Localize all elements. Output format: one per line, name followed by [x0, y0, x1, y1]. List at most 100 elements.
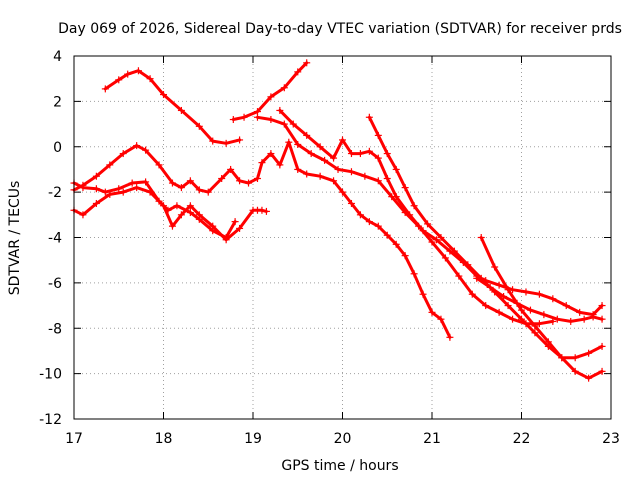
- data-point: [495, 281, 503, 289]
- y-tick-label: -2: [48, 185, 62, 201]
- data-point: [356, 211, 364, 219]
- series-trace-6: [276, 106, 606, 319]
- data-point: [518, 306, 525, 314]
- x-tick-label: 19: [244, 431, 262, 447]
- data-point: [168, 222, 176, 230]
- data-point: [598, 315, 606, 323]
- y-tick-label: -10: [39, 367, 62, 383]
- data-point: [495, 308, 503, 316]
- x-tick-label: 18: [155, 431, 173, 447]
- data-point: [316, 172, 324, 180]
- series-trace-5: [70, 184, 270, 244]
- x-tick-label: 23: [602, 431, 620, 447]
- data-point: [173, 202, 181, 210]
- data-point: [115, 76, 123, 84]
- series-line: [72, 186, 268, 242]
- x-tick-label: 22: [513, 431, 531, 447]
- y-tick-label: 4: [53, 49, 62, 65]
- y-tick-labels: 4 2 0 -2 -4 -6 -8 -10 -12: [39, 49, 62, 428]
- data-point: [473, 274, 481, 282]
- data-point: [424, 220, 432, 228]
- data-point: [240, 113, 248, 121]
- data-point: [276, 161, 284, 169]
- data-point: [195, 122, 203, 130]
- data-point: [330, 154, 338, 162]
- data-point: [303, 59, 311, 67]
- grid: [74, 56, 611, 419]
- y-tick-label: -6: [48, 276, 62, 292]
- data-point: [101, 85, 109, 93]
- series-trace-1: [101, 67, 244, 147]
- data-point: [410, 202, 418, 210]
- data-point: [365, 147, 373, 155]
- data-point: [410, 270, 418, 278]
- data-point: [549, 295, 557, 303]
- data-point: [142, 178, 150, 186]
- data-point: [598, 367, 606, 375]
- data-point: [486, 283, 494, 291]
- data-point: [347, 199, 355, 207]
- data-point: [455, 272, 463, 280]
- data-point: [134, 67, 142, 75]
- x-tick-label: 17: [65, 431, 83, 447]
- data-point: [598, 302, 606, 310]
- series-trace-8: [365, 113, 606, 362]
- data-point: [374, 154, 382, 162]
- data-point: [294, 165, 302, 173]
- data-point: [401, 184, 409, 192]
- data-point: [567, 317, 575, 325]
- data-point: [92, 199, 100, 207]
- data-point: [307, 150, 315, 158]
- data-point: [209, 137, 217, 145]
- series-line: [479, 236, 604, 380]
- data-point: [477, 234, 485, 241]
- data-point: [289, 120, 297, 128]
- data-point: [437, 315, 445, 323]
- data-point: [258, 159, 266, 167]
- data-point: [518, 315, 525, 323]
- series-trace-9: [477, 234, 606, 382]
- data-point: [218, 175, 226, 183]
- data-point: [236, 136, 244, 144]
- data-point: [92, 185, 100, 193]
- series-line: [278, 108, 604, 317]
- data-point: [437, 234, 445, 241]
- data-point: [253, 113, 261, 121]
- series-line: [72, 140, 452, 339]
- data-point: [531, 329, 539, 337]
- data-point: [236, 177, 244, 185]
- data-point: [347, 150, 355, 158]
- x-tick-label: 21: [423, 431, 441, 447]
- data-point: [209, 222, 217, 230]
- data-point: [392, 165, 400, 173]
- data-point: [262, 207, 270, 215]
- data-point: [374, 131, 382, 139]
- data-point: [231, 218, 239, 226]
- data-point: [253, 175, 261, 183]
- data-point: [441, 254, 449, 262]
- data-point: [361, 172, 369, 180]
- x-tick-labels: 17 18 19 20 21 22 23: [65, 431, 620, 447]
- data-point: [160, 91, 167, 99]
- data-point: [195, 211, 203, 219]
- data-point: [415, 222, 423, 230]
- data-point: [177, 106, 185, 114]
- data-point: [227, 165, 235, 173]
- data-point: [146, 188, 154, 196]
- data-point: [374, 222, 382, 230]
- y-tick-label: 0: [53, 140, 62, 156]
- data-point: [258, 206, 266, 214]
- data-point: [401, 252, 409, 260]
- data-point: [294, 140, 302, 148]
- data-point: [142, 146, 150, 154]
- y-tick-label: -8: [48, 321, 62, 337]
- data-point: [383, 175, 391, 183]
- data-point: [419, 290, 427, 298]
- data-point: [294, 68, 302, 76]
- data-point: [128, 179, 136, 187]
- data-point: [482, 302, 490, 310]
- data-point: [576, 308, 584, 316]
- x-tick-label: 20: [334, 431, 352, 447]
- data-point: [267, 116, 275, 124]
